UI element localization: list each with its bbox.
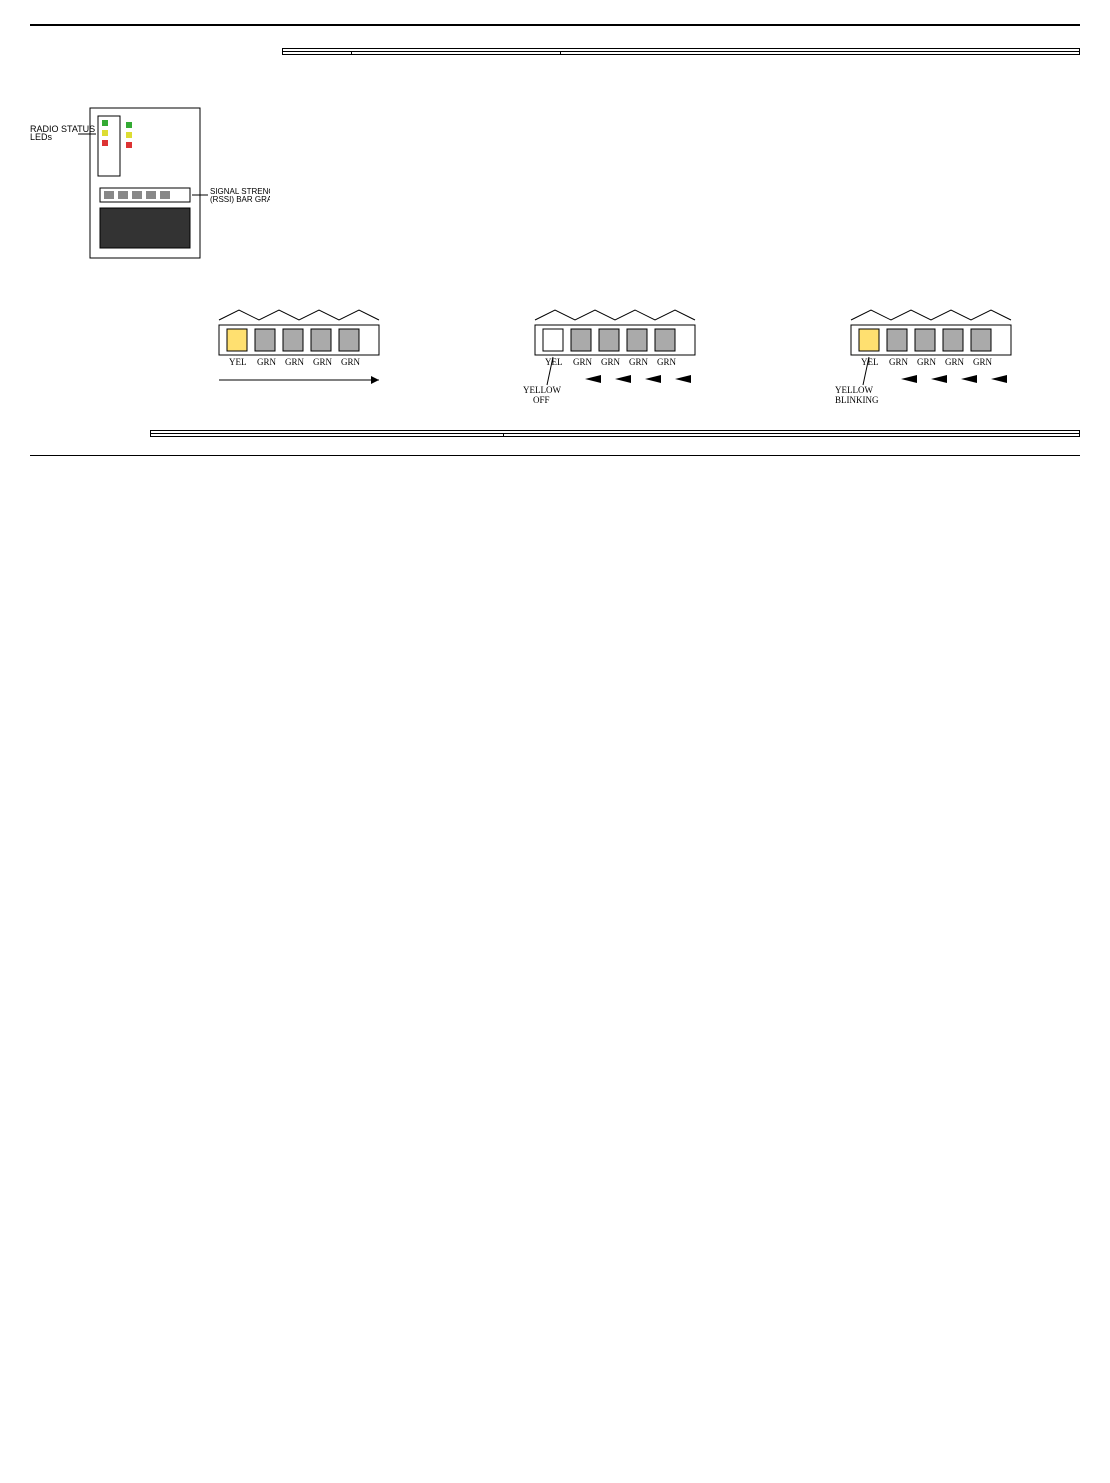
svg-text:GRN: GRN [657, 357, 677, 367]
table7-h-pattern [151, 434, 504, 437]
svg-text:GRN: GRN [285, 357, 305, 367]
svg-text:YEL: YEL [861, 357, 879, 367]
svg-text:GRN: GRN [257, 357, 277, 367]
svg-text:GRN: GRN [917, 357, 937, 367]
svg-text:YEL: YEL [545, 357, 563, 367]
svg-text:GRN: GRN [313, 357, 333, 367]
led-figure: RADIO STATUS LEDs SIGNAL STRENGTH (RSSI)… [30, 48, 270, 287]
fig-powerup: YEL GRN GRN GRN GRN YELLOWOFF [466, 305, 764, 414]
svg-text:GRN: GRN [601, 357, 621, 367]
table6-h-pattern [352, 52, 561, 55]
title-rule [30, 24, 1080, 26]
footer-rule [30, 455, 1080, 456]
svg-text:OFF: OFF [533, 395, 550, 405]
table6-h-meaning [561, 52, 1080, 55]
svg-text:GRN: GRN [573, 357, 593, 367]
svg-text:GRN: GRN [945, 357, 965, 367]
table6-h-led [283, 52, 352, 55]
table7-h-meaning [504, 434, 1080, 437]
svg-text:YELLOW: YELLOW [523, 385, 561, 395]
fig-registration: YEL GRN GRN GRN GRN YELLOWBLINKING [782, 305, 1080, 414]
svg-text:GRN: GRN [341, 357, 361, 367]
table7 [150, 430, 1080, 437]
led-diagram-svg: RADIO STATUS LEDs SIGNAL STRENGTH (RSSI)… [30, 88, 270, 278]
svg-text:GRN: GRN [889, 357, 909, 367]
svg-text:LEDs: LEDs [30, 132, 53, 142]
svg-text:YEL: YEL [229, 357, 247, 367]
svg-text:(RSSI) BAR GRAPH: (RSSI) BAR GRAPH [210, 195, 270, 204]
fig-signal-strength: YEL GRN GRN GRN GRN [150, 305, 448, 414]
table6 [282, 48, 1080, 55]
svg-text:GRN: GRN [629, 357, 649, 367]
svg-text:GRN: GRN [973, 357, 993, 367]
svg-text:YELLOW: YELLOW [835, 385, 873, 395]
svg-text:BLINKING: BLINKING [835, 395, 879, 405]
